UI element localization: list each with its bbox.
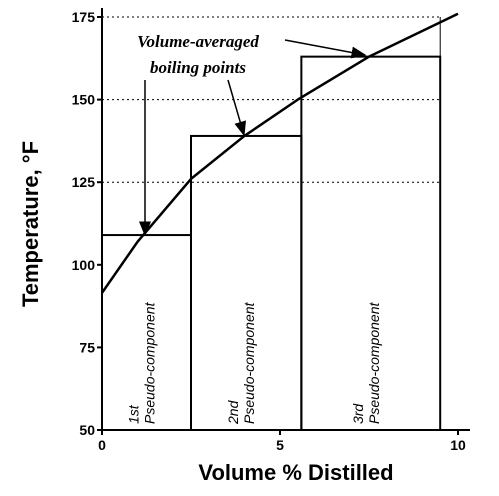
annotation: Volume-averaged	[137, 32, 259, 51]
component-name: Pseudo-component	[241, 301, 257, 424]
component-ordinal: 1st	[126, 404, 142, 424]
y-tick-label: 100	[72, 257, 96, 273]
y-tick-label: 175	[72, 9, 96, 25]
component-name: Pseudo-component	[366, 301, 382, 424]
component-ordinal: 2nd	[225, 399, 241, 425]
component-ordinal: 3rd	[350, 403, 366, 424]
y-tick-label: 75	[79, 339, 95, 355]
y-tick-label: 150	[72, 92, 96, 108]
x-axis-title: Volume % Distilled	[198, 460, 393, 485]
x-tick-label: 10	[450, 437, 466, 453]
boiling-curve	[100, 12, 459, 294]
x-tick-label: 0	[98, 437, 106, 453]
annotation: boiling points	[150, 58, 246, 77]
y-tick-label: 125	[72, 174, 96, 190]
component-name: Pseudo-component	[142, 301, 158, 424]
y-tick-label: 50	[79, 422, 95, 438]
x-tick-label: 5	[276, 437, 284, 453]
y-axis-title: Temperature, °F	[18, 141, 43, 307]
annotation-arrows	[139, 39, 367, 237]
